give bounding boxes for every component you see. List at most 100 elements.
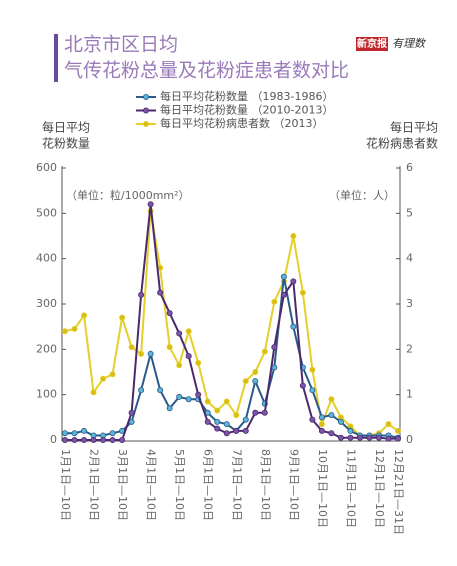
point	[328, 396, 335, 403]
legend-marker	[142, 121, 149, 128]
point	[242, 427, 249, 434]
point	[242, 416, 249, 423]
point	[214, 418, 221, 425]
y2-tick-label: 6	[406, 161, 413, 174]
chart-title: 北京市区日均	[64, 34, 178, 56]
point	[337, 434, 344, 441]
point	[119, 436, 126, 443]
point	[252, 368, 259, 375]
point	[252, 378, 259, 385]
point	[109, 371, 116, 378]
point	[119, 314, 126, 321]
point	[261, 409, 268, 416]
point	[337, 418, 344, 425]
point	[214, 407, 221, 414]
point	[138, 387, 145, 394]
y-tick-label: 600	[36, 161, 57, 174]
y-tick-label: 400	[36, 252, 57, 265]
point	[128, 409, 135, 416]
point	[147, 350, 154, 357]
point	[71, 430, 78, 437]
point	[204, 398, 211, 405]
legend-marker	[142, 107, 149, 114]
point	[385, 435, 392, 442]
point	[166, 405, 173, 412]
point	[261, 348, 268, 355]
x-tick-label: 12月1日—10日	[373, 449, 386, 528]
point	[166, 310, 173, 317]
point	[309, 416, 316, 423]
x-tick-label: 2月1日—10日	[88, 449, 101, 521]
point	[147, 201, 154, 208]
point	[242, 378, 249, 385]
point	[223, 430, 230, 437]
point	[280, 273, 287, 280]
point	[176, 330, 183, 337]
point	[195, 359, 202, 366]
y2-tick-label: 2	[406, 342, 413, 355]
point	[176, 362, 183, 369]
y2-axis-label: 每日平均	[390, 120, 438, 135]
point	[271, 344, 278, 351]
logo: 新京报	[357, 37, 387, 50]
x-tick-label: 7月1日—10日	[230, 449, 243, 521]
y2-unit: （单位：人）	[329, 188, 395, 202]
point	[195, 391, 202, 398]
point	[166, 344, 173, 351]
point	[100, 375, 107, 382]
point	[318, 427, 325, 434]
logo: 有理数	[392, 37, 427, 50]
x-tick-label: 6月1日—10日	[202, 449, 215, 521]
legend-label: 每日平均花粉数量 （2010-2013）	[160, 103, 333, 117]
y-tick-label: 100	[36, 388, 57, 401]
y2-tick-label: 5	[406, 206, 413, 219]
point	[290, 232, 297, 239]
point	[185, 328, 192, 335]
point	[109, 430, 116, 437]
y2-axis-label: 花粉病患者数	[366, 136, 438, 151]
point	[71, 325, 78, 332]
y2-tick-label: 1	[406, 388, 413, 401]
y2-tick-label: 3	[406, 297, 413, 310]
x-tick-label: 9月1日—10日	[287, 449, 300, 521]
x-tick-label: 11月1日—10日	[344, 449, 357, 528]
point	[328, 412, 335, 419]
point	[81, 312, 88, 319]
point	[214, 425, 221, 432]
point	[62, 436, 69, 443]
point	[128, 344, 135, 351]
point	[233, 412, 240, 419]
point	[176, 393, 183, 400]
point	[109, 436, 116, 443]
y-axis-label: 花粉数量	[42, 136, 90, 151]
point	[185, 353, 192, 360]
point	[290, 323, 297, 330]
point	[309, 366, 316, 373]
point	[309, 387, 316, 394]
point	[100, 436, 107, 443]
point	[356, 434, 363, 441]
point	[90, 389, 97, 396]
point	[157, 289, 164, 296]
point	[366, 434, 373, 441]
point	[223, 398, 230, 405]
y-tick-label: 500	[36, 206, 57, 219]
point	[81, 427, 88, 434]
point	[299, 289, 306, 296]
point	[318, 421, 325, 428]
point	[223, 421, 230, 428]
point	[347, 434, 354, 441]
x-tick-label: 10月1日—10日	[316, 449, 329, 528]
x-tick-label: 5月1日—10日	[173, 449, 186, 521]
point	[318, 414, 325, 421]
legend-marker	[142, 94, 149, 101]
y-tick-label: 300	[36, 297, 57, 310]
point	[280, 291, 287, 298]
point	[81, 436, 88, 443]
point	[394, 435, 401, 442]
y2-tick-label: 0	[406, 433, 413, 446]
point	[271, 298, 278, 305]
x-tick-label: 12月21日—31日	[392, 449, 405, 535]
y2-tick-label: 4	[406, 252, 413, 265]
